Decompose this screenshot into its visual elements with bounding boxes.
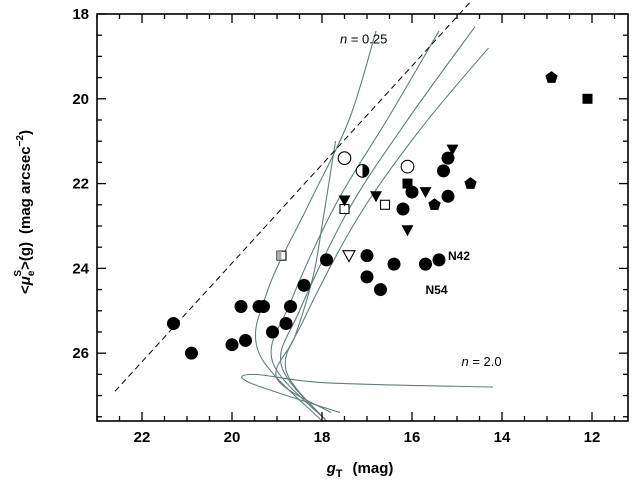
model-curve-5 (241, 373, 494, 414)
model-curve-3 (284, 47, 489, 422)
x-tick-label: 12 (584, 429, 601, 446)
data-point-filled-triangle-down (419, 187, 432, 199)
data-point-filled-triangle-down (446, 144, 459, 156)
x-tick-label: 16 (404, 429, 421, 446)
data-point-filled-circle (279, 316, 293, 330)
data-point-filled-square (582, 93, 593, 104)
data-point-filled-circle (320, 253, 333, 267)
model-curve-0 (254, 30, 377, 422)
data-point-filled-circle (225, 338, 239, 352)
annotation: N54 (426, 283, 448, 297)
plot-frame (96, 13, 629, 422)
annotation: N42 (448, 249, 470, 263)
data-point-filled-triangle-down (401, 225, 414, 237)
data-point-filled-circle (396, 202, 410, 216)
data-point-filled-circle (387, 257, 401, 271)
model-curve-1 (270, 30, 440, 422)
data-point-filled-square (402, 178, 413, 189)
data-point-open-circle (337, 151, 352, 165)
data-point-filled-pentagon (464, 177, 477, 189)
y-tick-label: 18 (72, 6, 89, 23)
data-point-filled-circle (432, 253, 446, 267)
x-axis-label: gT (mag) (326, 460, 394, 480)
y-axis-label: <μeS>(g)(mag arcsec−2) (13, 130, 37, 294)
data-point-open-circle (400, 159, 415, 174)
model-curve-4 (275, 141, 337, 413)
data-point-filled-pentagon (428, 198, 441, 211)
data-point-filled-circle (297, 278, 311, 292)
data-point-filled-circle (185, 346, 198, 360)
data-point-filled-circle (257, 300, 270, 314)
x-axis-label-main: g (326, 460, 336, 477)
data-point-filled-circle (374, 283, 387, 297)
data-point-open-square (379, 199, 391, 210)
y-tick-label: 26 (72, 345, 89, 362)
data-points (167, 71, 593, 360)
data-point-filled-circle (234, 300, 248, 314)
data-point-filled-circle (441, 151, 455, 165)
annotation: n = 2.0 (462, 354, 502, 369)
data-point-filled-circle (419, 257, 432, 271)
x-tick-label: 18 (314, 429, 331, 446)
dashed-line (114, 0, 473, 392)
model-curves (241, 26, 494, 422)
annotation: n = 0.25 (340, 32, 387, 47)
data-point-filled-circle (360, 270, 374, 284)
y-tick-label: 22 (72, 176, 89, 193)
data-point-half-filled-square (276, 250, 287, 261)
annotations: n = 0.25 n = 2.0 N42 N54 (340, 32, 502, 369)
x-tick-label: 14 (494, 429, 511, 446)
data-point-filled-circle (284, 300, 297, 314)
data-point-filled-circle (360, 249, 374, 263)
data-point-filled-circle (437, 164, 450, 178)
data-point-filled-triangle-down (370, 191, 382, 203)
data-point-filled-circle (167, 316, 180, 330)
model-curve-2 (279, 26, 476, 422)
data-point-filled-circle (239, 333, 252, 347)
data-point-open-triangle-down (342, 250, 356, 263)
y-tick-label: 20 (72, 91, 89, 108)
x-axis-label-unit: (mag) (353, 460, 394, 477)
data-point-filled-triangle-down (338, 195, 351, 207)
y-tick-label: 24 (72, 260, 89, 277)
data-point-filled-circle (405, 185, 419, 199)
data-point-filled-circle (441, 189, 455, 203)
data-point-filled-circle (266, 325, 279, 339)
x-tick-label: 20 (224, 429, 241, 446)
x-axis-label-sub: T (336, 468, 343, 480)
data-point-half-filled-circle (355, 164, 370, 178)
x-tick-label: 22 (134, 429, 151, 446)
axis-ticks: 22 20 18 16 14 12 18 20 22 24 26 (72, 6, 628, 446)
data-point-filled-pentagon (545, 71, 558, 83)
